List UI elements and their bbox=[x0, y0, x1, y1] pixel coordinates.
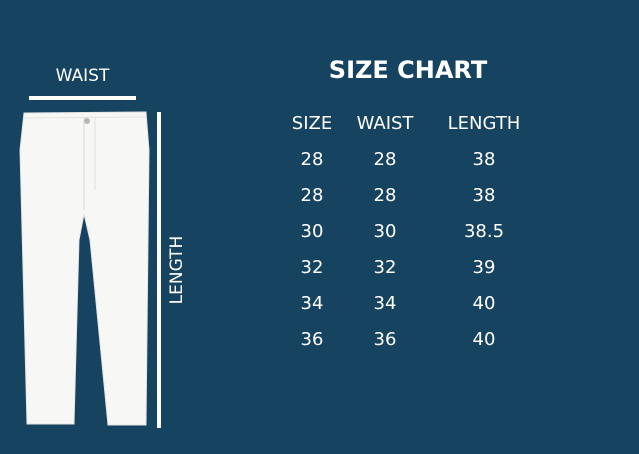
cell-length: 38 bbox=[472, 185, 496, 206]
cell-length: 38.5 bbox=[463, 221, 505, 242]
cell-size: 34 bbox=[300, 293, 324, 314]
length-label: LENGTH bbox=[167, 235, 187, 305]
header-length: LENGTH bbox=[447, 113, 521, 134]
waist-label: WAIST bbox=[55, 66, 110, 86]
cell-waist: 28 bbox=[373, 149, 397, 170]
cell-waist: 30 bbox=[373, 221, 397, 242]
waist-measure-line bbox=[29, 96, 136, 100]
cell-waist: 34 bbox=[373, 293, 397, 314]
cell-waist: 36 bbox=[373, 329, 397, 350]
length-measure-line bbox=[157, 112, 161, 428]
size-chart-title: SIZE CHART bbox=[328, 56, 488, 84]
cell-waist: 28 bbox=[373, 185, 397, 206]
cell-size: 36 bbox=[300, 329, 324, 350]
cell-waist: 32 bbox=[373, 257, 397, 278]
cell-length: 40 bbox=[472, 329, 496, 350]
cell-length: 40 bbox=[472, 293, 496, 314]
header-waist: WAIST bbox=[356, 113, 414, 134]
header-size: SIZE bbox=[291, 113, 333, 134]
cell-size: 28 bbox=[300, 149, 324, 170]
cell-size: 28 bbox=[300, 185, 324, 206]
cell-size: 32 bbox=[300, 257, 324, 278]
cell-length: 38 bbox=[472, 149, 496, 170]
cell-size: 30 bbox=[300, 221, 324, 242]
cell-length: 39 bbox=[472, 257, 496, 278]
